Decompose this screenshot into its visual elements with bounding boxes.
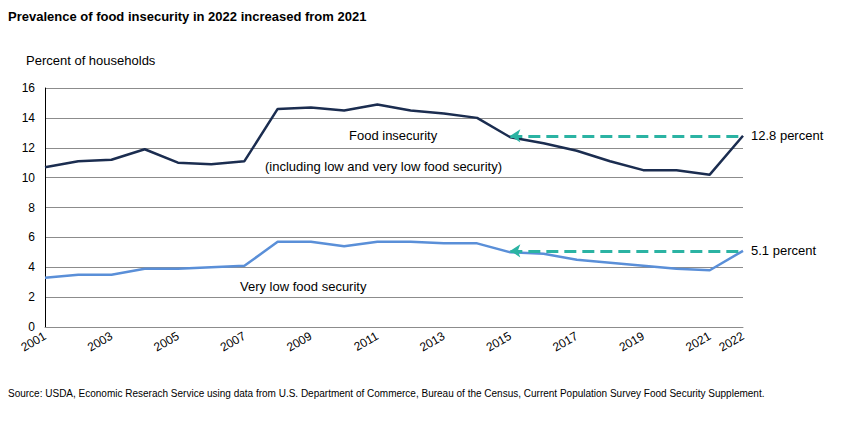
- svg-text:2003: 2003: [85, 329, 115, 355]
- svg-text:8: 8: [28, 201, 35, 215]
- svg-text:2015: 2015: [484, 329, 514, 355]
- svg-text:2: 2: [28, 290, 35, 304]
- svg-text:2009: 2009: [284, 329, 314, 355]
- svg-text:12: 12: [22, 141, 36, 155]
- svg-text:5.1 percent: 5.1 percent: [751, 243, 816, 258]
- svg-text:14: 14: [22, 111, 36, 125]
- svg-text:Food insecurity: Food insecurity: [349, 128, 438, 143]
- svg-text:6: 6: [28, 230, 35, 244]
- svg-text:4: 4: [28, 260, 35, 274]
- svg-text:2001: 2001: [18, 329, 48, 355]
- svg-text:Very low food security: Very low food security: [240, 279, 367, 294]
- svg-text:2017: 2017: [550, 329, 580, 355]
- svg-text:2011: 2011: [352, 329, 382, 354]
- svg-text:0: 0: [28, 320, 35, 334]
- svg-text:16: 16: [22, 81, 36, 95]
- svg-text:Percent of households: Percent of households: [26, 53, 156, 68]
- svg-text:12.8 percent: 12.8 percent: [751, 128, 824, 143]
- svg-text:2013: 2013: [417, 329, 447, 355]
- svg-text:2021: 2021: [683, 329, 713, 355]
- svg-text:2019: 2019: [617, 329, 647, 355]
- svg-text:Source: USDA, Economic Reserac: Source: USDA, Economic Reserach Service …: [8, 388, 764, 399]
- svg-text:(including low and very low fo: (including low and very low food securit…: [265, 159, 502, 174]
- svg-text:10: 10: [22, 171, 36, 185]
- svg-text:2007: 2007: [218, 329, 248, 355]
- svg-text:2005: 2005: [151, 329, 181, 355]
- svg-text:2022: 2022: [716, 329, 746, 355]
- svg-text:Prevalence of food insecurity: Prevalence of food insecurity in 2022 in…: [8, 9, 366, 24]
